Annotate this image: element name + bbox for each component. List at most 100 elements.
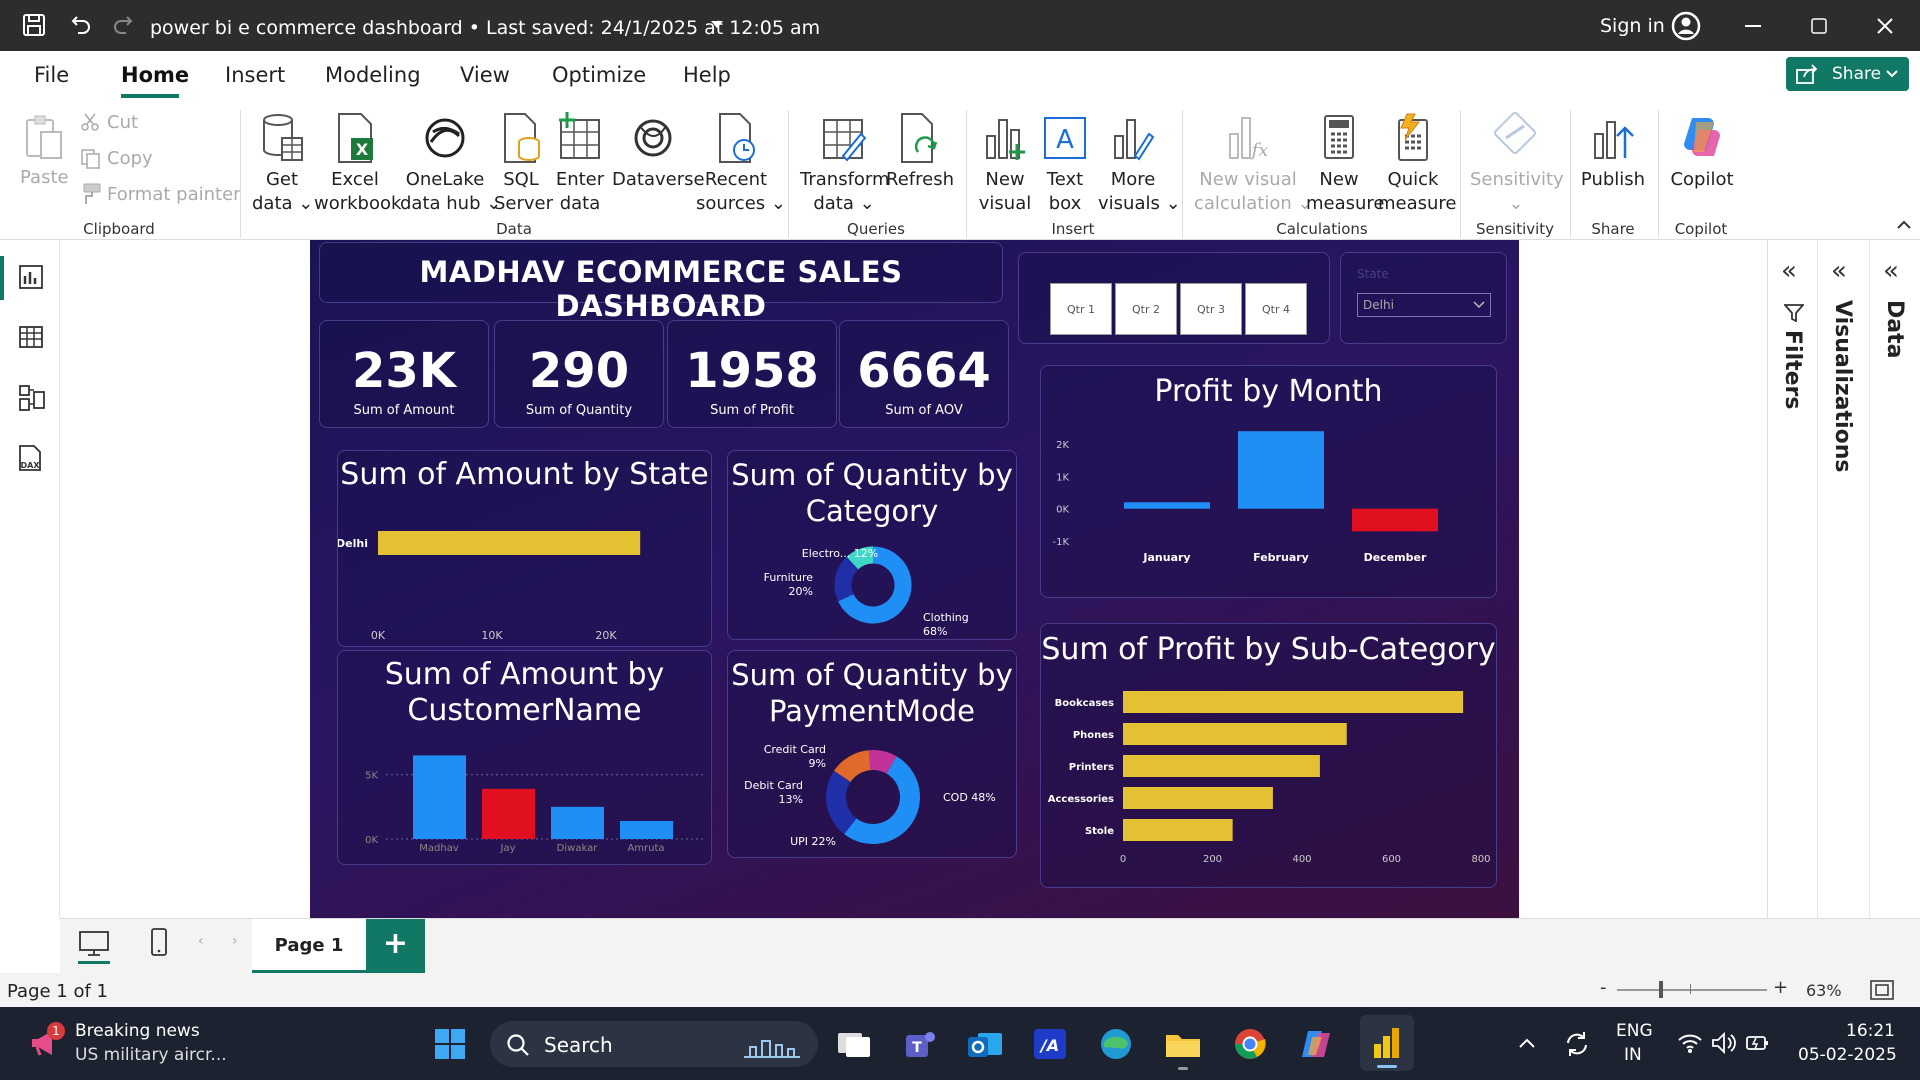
copilot-button[interactable]: Copilot bbox=[1668, 112, 1736, 192]
expand-filters-icon[interactable]: « bbox=[1781, 256, 1797, 286]
close-icon[interactable] bbox=[1877, 18, 1893, 34]
news-widget-icon[interactable]: 1 bbox=[28, 1022, 65, 1059]
sql-server-button[interactable]: SQL Server bbox=[494, 112, 553, 216]
visual-profit-by-month[interactable]: Profit by Month -1K 0K 1K 2K January February… bbox=[1040, 365, 1497, 598]
zoom-slider-track[interactable] bbox=[1617, 989, 1767, 991]
dataverse-button[interactable]: Dataverse bbox=[612, 112, 705, 192]
chevron-down-icon[interactable] bbox=[710, 20, 724, 30]
slicer-qtr-4[interactable]: Qtr 4 bbox=[1245, 283, 1307, 335]
edge-icon[interactable] bbox=[1098, 1027, 1134, 1061]
paste-button[interactable]: Paste bbox=[20, 112, 69, 190]
dashboard-title-card[interactable]: MADHAV ECOMMERCE SALES DASHBOARD bbox=[319, 242, 1003, 323]
kpi-card-aov[interactable]: 6664 Sum of AOV bbox=[839, 320, 1009, 428]
collapse-ribbon-icon[interactable] bbox=[1897, 220, 1911, 230]
quick-measure-button[interactable]: Quick measure bbox=[1378, 112, 1457, 216]
fit-to-page-icon[interactable] bbox=[1870, 980, 1894, 1000]
minimize-icon[interactable] bbox=[1745, 25, 1761, 27]
refresh-button[interactable]: Refresh bbox=[886, 112, 954, 192]
desktop-layout-icon[interactable] bbox=[78, 929, 110, 959]
text-box-button[interactable]: A Text box bbox=[1040, 112, 1090, 216]
redo-icon[interactable] bbox=[112, 13, 136, 37]
menu-modeling[interactable]: Modeling bbox=[325, 63, 421, 87]
zoom-in-button[interactable]: + bbox=[1773, 977, 1789, 998]
page-tab-1[interactable]: Page 1 bbox=[252, 919, 366, 974]
copy-button[interactable]: Copy bbox=[107, 148, 153, 169]
recent-sources-button[interactable]: Recent sources ⌄ bbox=[696, 112, 786, 216]
visual-qty-by-category[interactable]: Sum of Quantity by Category Clothing 68% F… bbox=[727, 450, 1017, 640]
taskbar-search-box[interactable]: Search bbox=[490, 1021, 818, 1067]
onelake-button[interactable]: OneLake data hub ⌄ bbox=[400, 112, 501, 216]
zoom-out-button[interactable]: - bbox=[1600, 977, 1607, 998]
battery-icon[interactable] bbox=[1744, 1031, 1772, 1055]
scroll-left-icon[interactable]: ‹ bbox=[198, 933, 204, 949]
slicer-qtr-2[interactable]: Qtr 2 bbox=[1115, 283, 1177, 335]
chrome-icon[interactable] bbox=[1232, 1027, 1268, 1061]
model-view-icon[interactable] bbox=[18, 384, 46, 412]
chevron-up-icon[interactable] bbox=[1518, 1037, 1536, 1049]
wifi-icon[interactable] bbox=[1676, 1031, 1704, 1055]
dax-query-view-icon[interactable]: DAX bbox=[16, 444, 46, 474]
transform-data-button[interactable]: Transform data ⌄ bbox=[800, 112, 890, 216]
news-title[interactable]: Breaking news bbox=[75, 1021, 200, 1041]
save-icon[interactable] bbox=[22, 13, 46, 37]
volume-icon[interactable] bbox=[1710, 1031, 1738, 1055]
news-subtitle[interactable]: US military aircr... bbox=[75, 1045, 227, 1065]
menu-insert[interactable]: Insert bbox=[225, 63, 286, 87]
visualizations-pane-collapsed[interactable]: « Visualizations bbox=[1818, 240, 1870, 918]
maximize-icon[interactable] bbox=[1811, 18, 1827, 34]
menu-file[interactable]: File bbox=[34, 63, 70, 87]
visual-amount-by-state[interactable]: Sum of Amount by State Delhi 0K 10K 20K bbox=[337, 450, 712, 647]
outlook-icon[interactable] bbox=[966, 1027, 1004, 1061]
filters-pane-collapsed[interactable]: « Filters bbox=[1768, 240, 1818, 918]
more-visuals-button[interactable]: More visuals ⌄ bbox=[1098, 112, 1181, 216]
report-view-icon[interactable] bbox=[18, 264, 44, 290]
format-painter-button[interactable]: Format painter bbox=[107, 184, 241, 205]
language-region[interactable]: IN bbox=[1624, 1045, 1642, 1065]
add-page-button[interactable]: + bbox=[366, 919, 425, 974]
sync-icon[interactable] bbox=[1562, 1029, 1592, 1059]
data-pane-collapsed[interactable]: « Data bbox=[1870, 240, 1920, 918]
windows-start-icon[interactable] bbox=[434, 1028, 466, 1060]
new-measure-button[interactable]: New measure bbox=[1306, 112, 1385, 216]
account-icon[interactable] bbox=[1671, 11, 1701, 41]
teams-icon[interactable]: T bbox=[900, 1027, 936, 1061]
menu-view[interactable]: View bbox=[460, 63, 510, 87]
slicer-qtr-1[interactable]: Qtr 1 bbox=[1050, 283, 1112, 335]
menu-help[interactable]: Help bbox=[683, 63, 731, 87]
get-data-button[interactable]: Get data ⌄ bbox=[252, 112, 313, 216]
menu-optimize[interactable]: Optimize bbox=[552, 63, 647, 87]
expand-visualizations-icon[interactable]: « bbox=[1831, 256, 1847, 286]
task-view-icon[interactable] bbox=[836, 1029, 872, 1059]
slicer-qtr-3[interactable]: Qtr 3 bbox=[1180, 283, 1242, 335]
file-explorer-icon[interactable] bbox=[1164, 1027, 1202, 1061]
kpi-card-profit[interactable]: 1958 Sum of Profit bbox=[667, 320, 837, 428]
copilot-taskbar-icon[interactable] bbox=[1298, 1027, 1334, 1061]
visual-qty-by-payment[interactable]: Sum of Quantity by PaymentMode COD 48% UP… bbox=[727, 650, 1017, 858]
kpi-card-amount[interactable]: 23K Sum of Amount bbox=[319, 320, 489, 428]
sensitivity-button[interactable]: Sensitivity ⌄ bbox=[1470, 112, 1564, 216]
kpi-card-quantity[interactable]: 290 Sum of Quantity bbox=[494, 320, 664, 428]
new-visual-calculation-button[interactable]: fx New visual calculation ⌄ bbox=[1194, 112, 1313, 216]
excel-workbook-button[interactable]: X Excel workbook bbox=[314, 112, 401, 216]
language-code[interactable]: ENG bbox=[1616, 1021, 1653, 1041]
mobile-layout-icon[interactable] bbox=[148, 927, 170, 959]
cut-button[interactable]: Cut bbox=[107, 112, 139, 133]
ai-app-icon[interactable]: /A bbox=[1032, 1027, 1068, 1061]
clock-time[interactable]: 16:21 bbox=[1846, 1021, 1895, 1041]
visual-amount-by-customer[interactable]: Sum of Amount by CustomerName 0K 5K Madhav… bbox=[337, 650, 712, 865]
menu-home[interactable]: Home bbox=[121, 63, 190, 87]
share-button[interactable]: Share bbox=[1786, 57, 1909, 91]
scroll-right-icon[interactable]: › bbox=[232, 933, 238, 949]
sign-in-link[interactable]: Sign in bbox=[1600, 15, 1665, 37]
zoom-slider-thumb[interactable] bbox=[1659, 981, 1663, 998]
enter-data-button[interactable]: Enter data bbox=[552, 112, 608, 216]
undo-icon[interactable] bbox=[68, 13, 92, 37]
publish-button[interactable]: Publish bbox=[1580, 112, 1646, 192]
clock-date[interactable]: 05-02-2025 bbox=[1798, 1045, 1897, 1065]
visual-profit-by-subcategory[interactable]: Sum of Profit by Sub-Category Bookcases P… bbox=[1040, 623, 1497, 888]
power-bi-taskbar-button[interactable] bbox=[1360, 1015, 1414, 1071]
state-dropdown[interactable]: Delhi bbox=[1357, 293, 1491, 317]
expand-data-icon[interactable]: « bbox=[1883, 256, 1899, 286]
table-view-icon[interactable] bbox=[18, 324, 44, 350]
new-visual-button[interactable]: New visual bbox=[978, 112, 1032, 216]
